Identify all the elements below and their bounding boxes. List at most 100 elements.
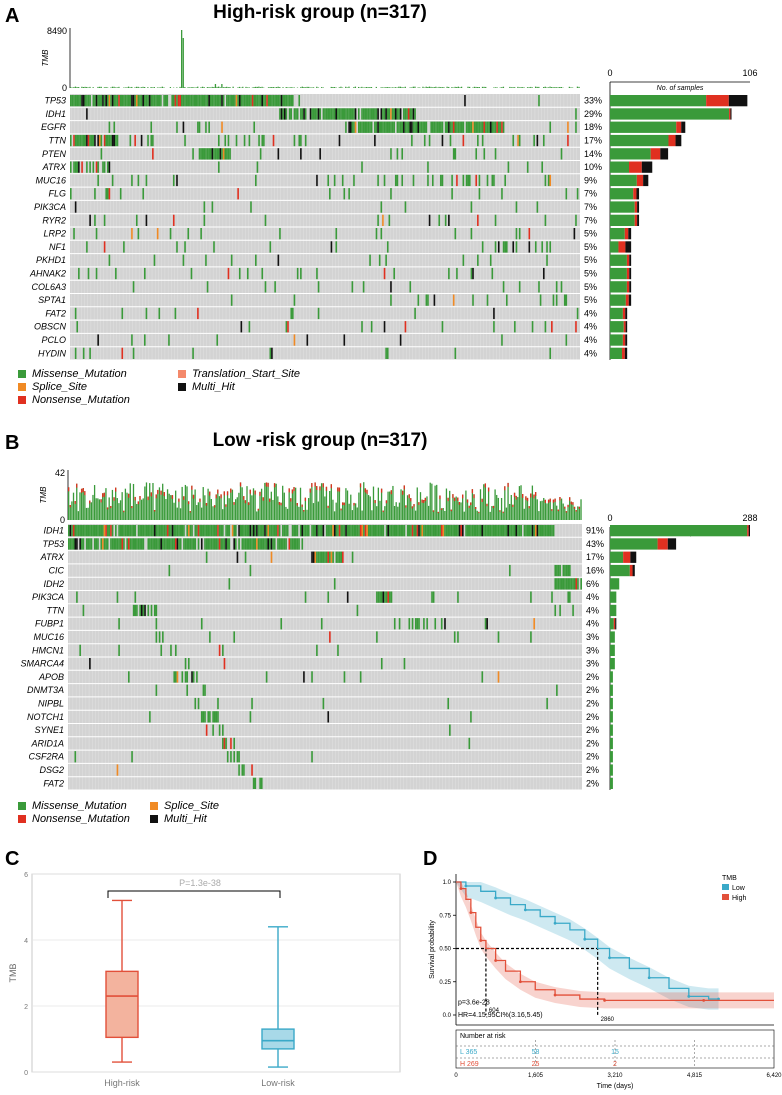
panel-a-mutation-cell [172,95,175,107]
panel-a-mutation-cell [317,307,320,320]
panel-b-tmb-bar [290,498,292,520]
panel-b-tmb-bar-cap [319,486,321,491]
panel-a-mutation-cell [147,134,149,147]
panel-a-mutation-cell [218,134,220,147]
panel-a-mutation-cell [256,95,259,107]
panel-b-tmb-bar [97,498,99,520]
panel-a-mutation-cell [255,95,257,107]
panel-a-tmb-bar [147,87,149,88]
panel-b-tmb-bar [434,485,436,520]
panel-a-mutation-cell [412,108,415,120]
panel-b-tmb-bar [492,505,495,520]
panel-b-tmb-bar [241,487,243,520]
panel-b-mutation-cell [374,525,377,537]
panel-b-mutation-cell [311,525,313,537]
panel-b-tmb-bar [363,482,365,520]
panel-a-mutation-cell [132,281,135,293]
panel-a-mutation-cell [480,121,482,133]
panel-b-tmb-bar [207,488,209,520]
panel-a-tmb-bar [364,87,366,88]
panel-a-tmb-bar [100,86,102,88]
panel-b-tmb-bar [307,498,310,520]
panel-b-mutation-cell [144,604,146,617]
panel-a-mutation-cell [230,294,233,306]
panel-a-mutation-cell [515,228,518,240]
panel-a-mutation-cell [388,121,391,133]
panel-b-tmb-bar [353,502,355,520]
panel-b-mutation-cell [158,525,161,537]
panel-b-tmb-bar-cap [486,503,488,507]
panel-a-tmb-bar [216,86,218,88]
panel-a-count-bar [610,95,707,107]
panel-a-mutation-cell [94,214,96,226]
panel-a-mutation-cell [560,281,563,293]
panel-a-gene-label: COL6A3 [31,282,66,292]
panel-a-mutation-cell [263,134,265,147]
panel-b-tmb-bar [329,490,331,520]
panel-b-mutation-cell [223,538,226,550]
panel-b-mutation-cell [439,525,441,537]
panel-a-mutation-cell [459,121,461,133]
panel-a-mutation-cell [70,188,72,200]
panel-b-percent-label: 4% [586,619,599,629]
panel-a-tmb-bar [253,87,255,88]
panel-a-mutation-cell [370,321,373,333]
panel-b-mutation-cell [455,525,458,537]
panel-a-mutation-cell [203,148,206,160]
panel-b-tmb-bar [139,496,141,520]
panel-b-tmb-bar [249,489,251,520]
panel-a-count-bar [610,347,623,359]
panel-b-mutation-cell [575,578,578,590]
panel-a-mutation-cell [108,161,111,173]
panel-a-tmb-bar [375,86,377,88]
panel-b-tmb-bar [398,502,401,520]
panel-a-mutation-cell [385,121,387,133]
panel-a-tmb-bar [502,86,505,88]
panel-a-mutation-cell [366,121,368,133]
panel-b-mutation-cell [484,525,487,537]
panel-b-mutation-cell [116,538,119,550]
panel-b-tmb-bar [439,495,441,520]
panel-b-tmb-bar-cap [512,504,514,507]
panel-a-tmb-bar [430,86,432,88]
panel-b-mutation-cell [149,711,151,723]
panel-a-mutation-cell [271,95,273,107]
panel-b-mutation-cell [269,525,271,537]
panel-b-mutation-cell [356,604,359,617]
panel-b-mutation-cell [165,538,167,550]
panel-b-mutation-cell [551,525,553,537]
panel-a-mutation-cell [74,95,77,107]
panel-b-tmb-bar [372,486,375,520]
panel-a-gene-label: TTN [49,135,67,145]
panel-a-mutation-cell [123,241,125,253]
panel-b-tmb-bar [333,511,336,520]
panel-b-tmb-bar-cap [226,491,229,496]
panel-b-mutation-cell [338,551,341,563]
panel-b-tmb-bar-cap [192,494,195,499]
panel-b-tmb-bar-cap [471,489,474,494]
panel-a-mutation-cell [189,95,191,107]
panel-a-tmb-bar [385,87,387,88]
panel-b-mutation-cell [139,538,141,550]
panel-b-mutation-cell [286,525,289,537]
panel-b-tmb-bar [510,494,512,520]
panel-b-mutation-cell [173,538,176,550]
panel-a-mutation-cell [507,161,510,173]
panel-b-mutation-cell [385,591,388,603]
panel-b-mutation-cell [486,525,488,537]
panel-b-mutation-cell [406,525,409,537]
panel-a-mutation-cell [192,95,194,107]
panel-a-mutation-cell [481,134,484,147]
panel-a-tmb-bar [391,87,394,88]
panel-b-mutation-cell [144,525,146,537]
panel-a-mutation-cell [152,134,154,147]
panel-b-tmb-bar [178,498,180,520]
panel-b-mutation-cell [573,578,576,590]
panel-b-mutation-cell [403,658,406,670]
panel-a-mutation-cell [404,321,407,333]
panel-b-count-bar [610,697,613,710]
panel-a-mutation-cell [374,134,376,147]
panel-b-mutation-cell [538,525,540,537]
panel-b-mutation-cell [333,578,336,590]
panel-b-title: Low -risk group (n=317) [212,430,428,451]
